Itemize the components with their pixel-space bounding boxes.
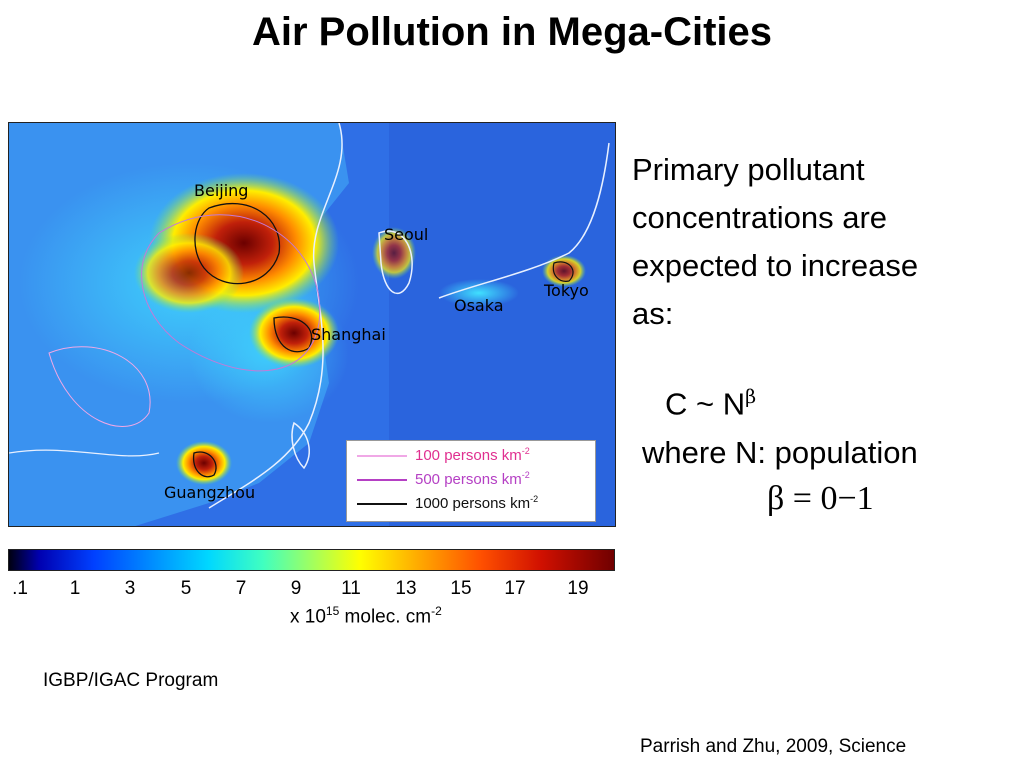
map-legend: 100 persons km-2 500 persons km-2 1000 p… [346,440,596,522]
colorbar-tick-label: 11 [341,578,361,599]
legend-line-500 [357,479,407,481]
slide-title: Air Pollution in Mega-Cities [251,10,773,54]
legend-text-100: 100 persons km-2 [415,446,530,464]
explanation-text: Primary pollutant concentrations are exp… [632,146,1017,338]
colorbar [8,549,615,571]
city-label-osaka: Osaka [454,296,504,315]
colorbar-tick-label: 15 [450,578,472,599]
city-label-shanghai: Shanghai [311,325,386,344]
colorbar-unit-label: x 1015 molec. cm-2 [290,604,442,628]
city-label-beijing: Beijing [194,181,249,200]
colorbar-tick-label: 3 [124,578,136,599]
city-label-guangzhou: Guangzhou [164,483,256,502]
legend-text-500: 500 persons km-2 [415,470,530,488]
legend-line-1000 [357,503,407,505]
scaling-formula: C ~ Nβ [665,386,757,422]
colorbar-tick-label: 1 [69,578,81,599]
legend-row-1000: 1000 persons km-2 [357,494,593,514]
colorbar-tick-label: 13 [395,578,417,599]
colorbar-tick-label: 19 [567,578,589,599]
beta-range: β = 0−1 [767,480,874,517]
citation: Parrish and Zhu, 2009, Science [640,736,907,757]
explanation-line-1: Primary pollutant [632,152,865,187]
colorbar-tick-label: .1 [12,578,28,599]
colorbar-tick-label: 17 [504,578,526,599]
city-label-seoul: Seoul [384,225,429,244]
city-label-tokyo: Tokyo [544,281,589,300]
program-credit: IGBP/IGAC Program [43,670,219,691]
legend-row-500: 500 persons km-2 [357,470,593,490]
legend-row-100: 100 persons km-2 [357,446,593,466]
explanation-line-2: concentrations are [632,200,888,235]
legend-text-1000: 1000 persons km-2 [415,494,539,512]
explanation-line-4: as: [632,296,674,331]
explanation-line-3: expected to increase [632,248,919,283]
where-definition: where N: population [642,435,918,470]
colorbar-tick-label: 5 [180,578,192,599]
colorbar-tick-label: 9 [290,578,302,599]
colorbar-tick-label: 7 [235,578,247,599]
legend-line-100 [357,455,407,457]
